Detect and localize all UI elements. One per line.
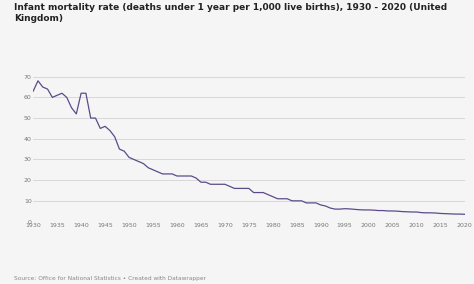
Text: Source: Office for National Statistics • Created with Datawrapper: Source: Office for National Statistics •… (14, 276, 206, 281)
Text: Infant mortality rate (deaths under 1 year per 1,000 live births), 1930 - 2020 (: Infant mortality rate (deaths under 1 ye… (14, 3, 447, 23)
